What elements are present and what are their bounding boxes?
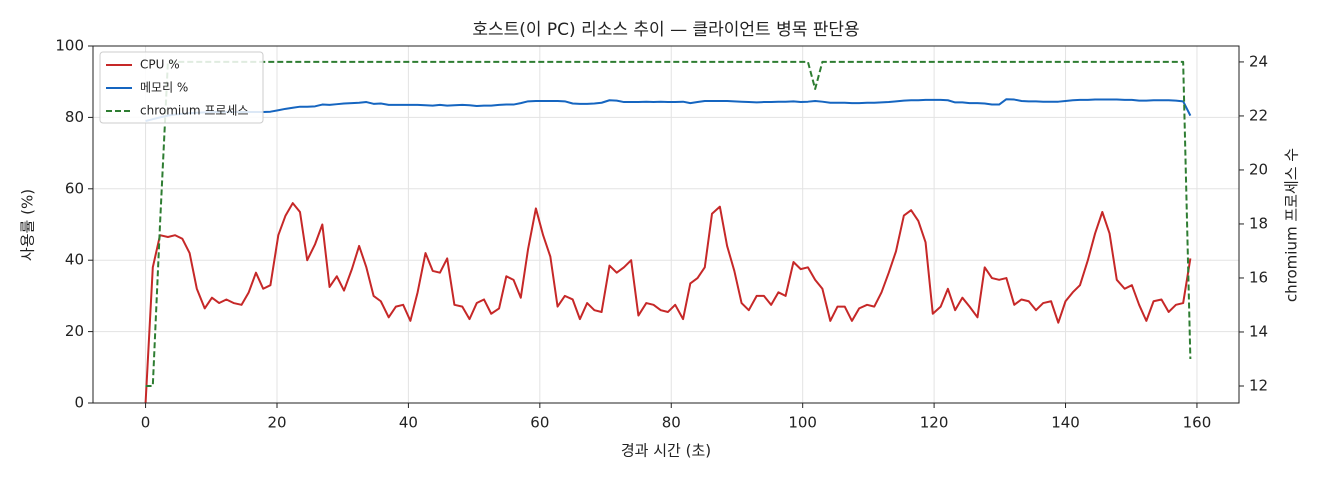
legend-label: 메모리 % (140, 81, 188, 95)
chart-title: 호스트(이 PC) 리소스 추이 — 클라이언트 병목 판단용 (472, 20, 859, 40)
series-line (145, 98, 1192, 122)
y2-tick-label: 20 (1249, 160, 1268, 178)
plot-frame (92, 45, 1240, 404)
y2-axis-label: chromium 프로세스 수 (1283, 148, 1301, 302)
x-tick-label: 160 (1183, 414, 1212, 432)
y-tick-label: 80 (65, 108, 84, 126)
y2-tick-label: 22 (1249, 106, 1268, 124)
series-line (144, 202, 1192, 404)
x-tick-label: 100 (788, 414, 817, 432)
y2-tick-label: 12 (1249, 376, 1268, 394)
y-tick-label: 60 (65, 179, 84, 197)
series-line (145, 60, 1192, 387)
legend-label: chromium 프로세스 (140, 104, 249, 118)
x-tick-label: 140 (1051, 414, 1080, 432)
y2-tick-label: 14 (1249, 322, 1268, 340)
y2-tick-label: 18 (1249, 214, 1268, 232)
x-tick-label: 80 (662, 414, 681, 432)
y-tick-label: 0 (74, 394, 84, 412)
y2-tick-label: 24 (1249, 52, 1268, 70)
y-tick-label: 100 (55, 37, 84, 55)
x-axis-label: 경과 시간 (초) (621, 442, 711, 460)
x-tick-label: 20 (267, 414, 286, 432)
x-tick-label: 40 (399, 414, 418, 432)
y-tick-label: 40 (65, 251, 84, 269)
legend-box (99, 51, 264, 124)
y-axis-label: 사용률 (%) (19, 189, 37, 261)
x-tick-label: 120 (920, 414, 949, 432)
y-tick-label: 20 (65, 322, 84, 340)
x-tick-label: 0 (141, 414, 151, 432)
x-tick-label: 60 (530, 414, 549, 432)
legend-label: CPU % (140, 58, 180, 72)
y2-tick-label: 16 (1249, 268, 1268, 286)
